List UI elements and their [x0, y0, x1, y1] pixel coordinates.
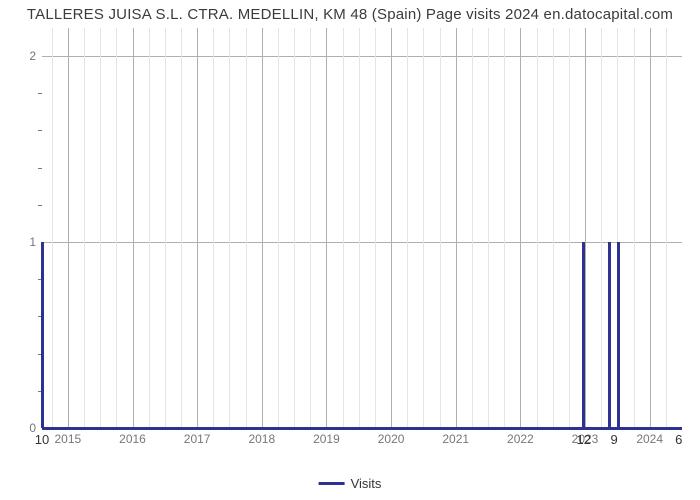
x-gridline	[391, 28, 392, 428]
series-spike	[41, 242, 44, 428]
series-spike	[582, 242, 585, 428]
x-minor-gridline	[278, 28, 279, 428]
x-minor-gridline	[504, 28, 505, 428]
x-tick-label: 2016	[119, 432, 146, 446]
x-tick-label: 2015	[54, 432, 81, 446]
chart-title: TALLERES JUISA S.L. CTRA. MEDELLIN, KM 4…	[0, 6, 700, 23]
series-baseline	[42, 427, 682, 430]
x-minor-gridline	[553, 28, 554, 428]
x-gridline	[456, 28, 457, 428]
x-minor-gridline	[666, 28, 667, 428]
series-spike	[608, 242, 611, 428]
x-gridline	[262, 28, 263, 428]
x-minor-gridline	[537, 28, 538, 428]
x-minor-gridline	[165, 28, 166, 428]
x-minor-gridline	[472, 28, 473, 428]
x-minor-gridline	[246, 28, 247, 428]
value-label: 12	[577, 432, 591, 447]
x-gridline	[133, 28, 134, 428]
x-tick-label: 2019	[313, 432, 340, 446]
x-minor-gridline	[52, 28, 53, 428]
x-minor-gridline	[601, 28, 602, 428]
y-minor-tick	[38, 205, 42, 206]
y-tick-label: 1	[29, 235, 36, 249]
x-minor-gridline	[294, 28, 295, 428]
chart-container: TALLERES JUISA S.L. CTRA. MEDELLIN, KM 4…	[0, 0, 700, 500]
series-spike	[617, 242, 620, 428]
x-minor-gridline	[488, 28, 489, 428]
x-minor-gridline	[229, 28, 230, 428]
y-minor-tick	[38, 93, 42, 94]
x-tick-label: 2020	[378, 432, 405, 446]
x-minor-gridline	[149, 28, 150, 428]
x-minor-gridline	[181, 28, 182, 428]
value-label: 6	[675, 432, 682, 447]
x-minor-gridline	[100, 28, 101, 428]
y-tick-label: 2	[29, 49, 36, 63]
x-minor-gridline	[84, 28, 85, 428]
x-gridline	[650, 28, 651, 428]
value-label: 9	[610, 432, 617, 447]
x-minor-gridline	[423, 28, 424, 428]
x-gridline	[326, 28, 327, 428]
x-minor-gridline	[359, 28, 360, 428]
x-tick-label: 2018	[248, 432, 275, 446]
x-gridline	[197, 28, 198, 428]
legend-swatch	[319, 482, 345, 485]
x-tick-label: 2021	[442, 432, 469, 446]
x-minor-gridline	[569, 28, 570, 428]
x-minor-gridline	[440, 28, 441, 428]
legend-label: Visits	[351, 476, 382, 491]
y-minor-tick	[38, 168, 42, 169]
y-minor-tick	[38, 130, 42, 131]
x-minor-gridline	[116, 28, 117, 428]
x-tick-label: 2017	[184, 432, 211, 446]
x-minor-gridline	[407, 28, 408, 428]
legend: Visits	[319, 476, 382, 491]
x-minor-gridline	[310, 28, 311, 428]
x-minor-gridline	[213, 28, 214, 428]
x-tick-label: 2022	[507, 432, 534, 446]
x-gridline	[520, 28, 521, 428]
x-gridline	[68, 28, 69, 428]
x-minor-gridline	[634, 28, 635, 428]
value-label: 10	[35, 432, 49, 447]
plot-area: 0122015201620172018201920202021202220232…	[42, 28, 682, 428]
x-tick-label: 2024	[636, 432, 663, 446]
x-minor-gridline	[375, 28, 376, 428]
x-minor-gridline	[343, 28, 344, 428]
